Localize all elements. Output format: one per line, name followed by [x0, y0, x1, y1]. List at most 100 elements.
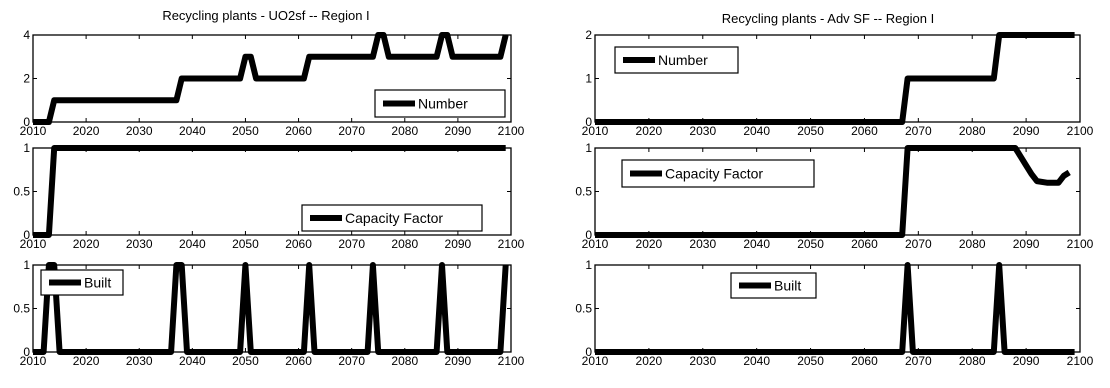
axes-frame	[594, 264, 1081, 353]
x-tick-label: 2060	[285, 237, 312, 251]
x-tick-label: 2080	[391, 124, 418, 138]
x-tick-label: 2090	[1013, 354, 1040, 368]
x-tick-label: 2100	[1067, 124, 1094, 138]
x-tick-label: 2070	[905, 124, 932, 138]
left-column-title: Recycling plants - UO2sf -- Region I	[162, 8, 369, 23]
x-tick-label: 2050	[232, 354, 259, 368]
x-tick-label: 2080	[391, 237, 418, 251]
subplot-1-1: 2010 2020 2030 2040 2050 2060 2070 2080 2090 2100…	[575, 141, 1093, 251]
x-tick-label: 2040	[743, 354, 770, 368]
y-tick-label: 1	[23, 141, 30, 155]
x-tick-label: 2060	[851, 354, 878, 368]
x-tick-label: 2100	[1067, 354, 1094, 368]
x-tick-label: 2030	[689, 124, 716, 138]
legend-label: Capacity Factor	[345, 210, 443, 226]
x-tick-label: 2060	[851, 124, 878, 138]
x-tick-label: 2030	[689, 354, 716, 368]
subplot-1-2: 2010 2020 2030 2040 2050 2060 2070 2080 2090 2100…	[575, 258, 1093, 368]
y-tick-label: 0	[23, 115, 30, 129]
legend-label: Built	[84, 275, 111, 291]
subplot-0-1: 2010 2020 2030 2040 2050 2060 2070 2080 2090 2100…	[13, 141, 524, 251]
x-tick-label: 2020	[73, 237, 100, 251]
x-tick-label: 2020	[73, 124, 100, 138]
x-tick-label: 2020	[636, 237, 663, 251]
legend-label: Number	[418, 96, 468, 112]
x-tick-label: 2100	[498, 124, 525, 138]
x-tick-label: 2070	[905, 354, 932, 368]
x-tick-label: 2060	[851, 237, 878, 251]
y-tick-label: 1	[585, 258, 592, 272]
x-tick-label: 2040	[743, 124, 770, 138]
x-tick-label: 2020	[636, 124, 663, 138]
x-tick-label: 2080	[959, 354, 986, 368]
series-line-built	[595, 262, 1075, 355]
x-tick-label: 2040	[179, 237, 206, 251]
y-tick-label: 4	[23, 28, 30, 42]
x-tick-label: 2050	[232, 237, 259, 251]
y-tick-label: 0.5	[13, 185, 30, 199]
x-tick-label: 2010	[20, 354, 47, 368]
x-tick-label: 2080	[959, 237, 986, 251]
x-tick-label: 2090	[445, 124, 472, 138]
x-tick-label: 2030	[126, 237, 153, 251]
y-tick-label: 0	[585, 345, 592, 359]
y-tick-label: 0.5	[575, 302, 592, 316]
x-tick-label: 2040	[743, 237, 770, 251]
x-tick-label: 2060	[285, 124, 312, 138]
series-line-capacity-factor	[595, 145, 1071, 238]
x-tick-label: 2040	[179, 354, 206, 368]
x-tick-label: 2020	[73, 354, 100, 368]
series-line-capacity-factor	[33, 145, 506, 238]
x-tick-label: 2100	[1067, 237, 1094, 251]
x-tick-label: 2030	[126, 124, 153, 138]
x-tick-label: 2100	[498, 354, 525, 368]
x-tick-label: 2050	[797, 354, 824, 368]
x-tick-label: 2010	[582, 237, 609, 251]
x-tick-label: 2040	[179, 124, 206, 138]
x-tick-label: 2070	[338, 237, 365, 251]
x-tick-label: 2010	[582, 354, 609, 368]
y-tick-label: 0.5	[575, 185, 592, 199]
x-tick-label: 2070	[338, 124, 365, 138]
x-tick-label: 2020	[636, 354, 663, 368]
subplot-1-0: 2010 2020 2030 2040 2050 2060 2070 2080 2090 2100…	[582, 28, 1094, 138]
x-tick-label: 2090	[445, 237, 472, 251]
subplot-0-0: 2010 2020 2030 2040 2050 2060 2070 2080 2090 2100…	[20, 28, 525, 138]
legend: Number	[614, 46, 739, 74]
series-line-built	[33, 262, 509, 355]
legend-label: Number	[658, 52, 708, 68]
y-tick-label: 0	[23, 228, 30, 242]
y-tick-label: 0.5	[13, 302, 30, 316]
x-tick-label: 2010	[582, 124, 609, 138]
x-tick-label: 2090	[1013, 237, 1040, 251]
subplot-grid: 2010 2020 2030 2040 2050 2060 2070 2080 2090 2100…	[13, 28, 1093, 368]
legend: Built	[40, 269, 124, 296]
x-tick-label: 2030	[689, 237, 716, 251]
x-tick-label: 2050	[797, 237, 824, 251]
x-tick-label: 2050	[797, 124, 824, 138]
right-column-title: Recycling plants - Adv SF -- Region I	[722, 11, 934, 26]
x-tick-label: 2010	[20, 237, 47, 251]
x-tick-label: 2080	[391, 354, 418, 368]
x-tick-label: 2100	[498, 237, 525, 251]
x-tick-label: 2030	[126, 354, 153, 368]
y-tick-label: 2	[585, 28, 592, 42]
y-tick-label: 0	[585, 115, 592, 129]
legend: Capacity Factor	[301, 204, 483, 232]
x-tick-label: 2090	[1013, 124, 1040, 138]
legend-label: Capacity Factor	[665, 166, 763, 182]
x-tick-label: 2090	[445, 354, 472, 368]
legend: Number	[374, 89, 506, 118]
y-tick-label: 0	[23, 345, 30, 359]
x-tick-label: 2080	[959, 124, 986, 138]
series-line-number	[595, 32, 1075, 125]
x-tick-label: 2050	[232, 124, 259, 138]
x-tick-label: 2070	[905, 237, 932, 251]
x-tick-label: 2070	[338, 354, 365, 368]
y-tick-label: 1	[585, 141, 592, 155]
series-line-number	[33, 32, 509, 125]
x-tick-label: 2060	[285, 354, 312, 368]
legend-label: Built	[774, 278, 801, 294]
subplot-0-2: 2010 2020 2030 2040 2050 2060 2070 2080 2090 2100…	[13, 258, 524, 368]
